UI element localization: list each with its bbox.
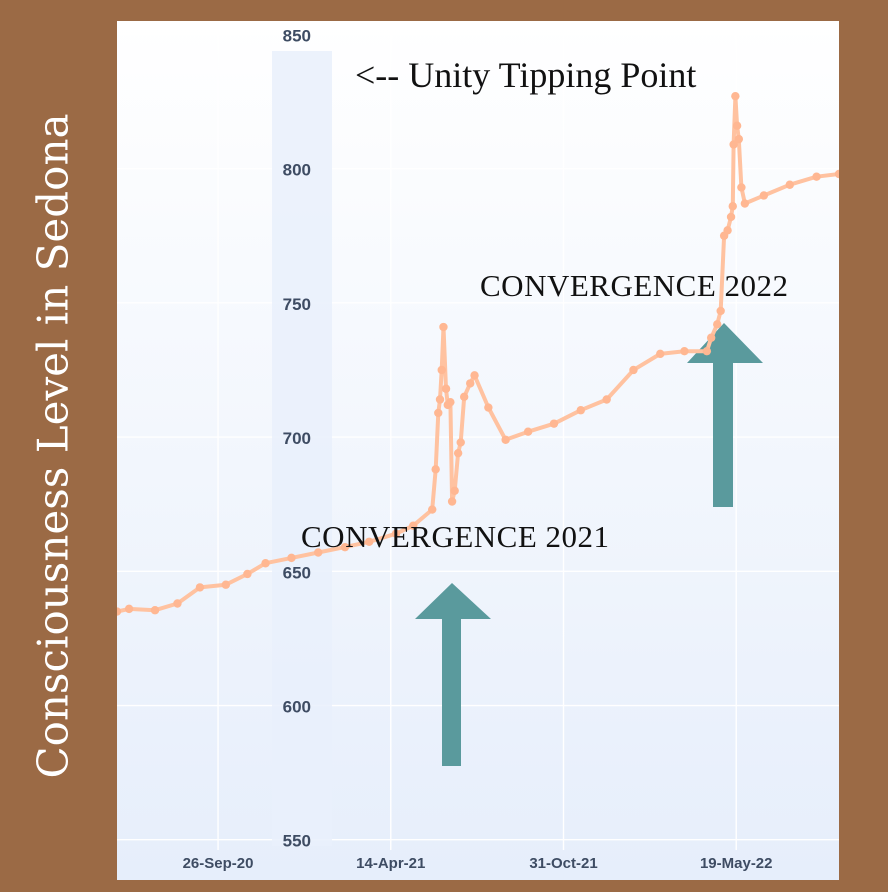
data-point xyxy=(759,191,769,200)
y-tick-label: 550 xyxy=(283,832,311,851)
data-point xyxy=(173,599,182,608)
data-point xyxy=(434,408,443,418)
arrows xyxy=(415,323,763,766)
data-point xyxy=(447,497,457,506)
data-point xyxy=(446,397,455,407)
data-point xyxy=(740,199,750,208)
data-point xyxy=(706,333,716,342)
y-tick-label: 750 xyxy=(283,295,311,314)
data-point xyxy=(428,505,437,514)
data-point xyxy=(287,553,296,563)
up-arrow-icon xyxy=(415,583,491,766)
data-point xyxy=(656,349,665,359)
grid-lines xyxy=(117,21,839,850)
data-point xyxy=(117,607,122,616)
data-point xyxy=(576,406,585,415)
x-tick-label: 14-Apr-21 xyxy=(356,855,425,872)
data-point xyxy=(470,371,479,380)
data-point xyxy=(466,379,475,388)
data-point xyxy=(723,226,732,235)
x-tick-label: 19-May-22 xyxy=(700,855,773,872)
data-point xyxy=(450,486,459,495)
convergence-2022-annotation: CONVERGENCE 2022 xyxy=(480,268,789,303)
data-point xyxy=(732,121,742,130)
convergence-2021-annotation: CONVERGENCE 2021 xyxy=(301,519,610,554)
data-point xyxy=(716,306,725,316)
data-point xyxy=(728,202,737,211)
y-tick-label: 800 xyxy=(283,161,311,180)
consciousness-series xyxy=(117,91,839,616)
data-point xyxy=(243,569,252,579)
data-point xyxy=(785,180,794,189)
x-tick-label: 31-Oct-21 xyxy=(529,855,597,872)
data-point xyxy=(459,392,469,402)
y-axis-band xyxy=(272,51,332,846)
data-point xyxy=(713,320,722,329)
data-point xyxy=(409,521,418,530)
data-point xyxy=(549,419,559,428)
data-point xyxy=(812,172,821,181)
data-point xyxy=(340,542,350,552)
y-axis-title: Consciousness Level in Sedona xyxy=(28,113,78,779)
data-point xyxy=(734,134,744,144)
data-point xyxy=(453,448,463,458)
data-point xyxy=(124,604,134,614)
data-point xyxy=(437,365,446,375)
data-point xyxy=(441,384,451,393)
data-point xyxy=(431,465,440,474)
data-point xyxy=(456,438,465,447)
chart-panel: 550 600 650 700 750 800 850 26-Sep-20 14-Apr-21… xyxy=(117,21,839,880)
data-point xyxy=(602,395,611,404)
data-point xyxy=(523,427,533,436)
y-tick-label: 600 xyxy=(283,698,311,717)
data-point xyxy=(261,559,270,568)
data-point xyxy=(195,583,205,592)
y-tick-label: 650 xyxy=(283,563,311,582)
x-tick-label: 26-Sep-20 xyxy=(183,855,254,872)
data-point xyxy=(484,403,493,412)
data-point xyxy=(364,537,374,546)
data-point xyxy=(150,606,160,615)
y-tick-label: 700 xyxy=(283,429,311,448)
data-point xyxy=(731,91,740,101)
data-point xyxy=(726,212,736,222)
data-point xyxy=(391,529,401,538)
data-point xyxy=(834,169,839,179)
y-tick-labels: 550 600 650 700 750 800 850 xyxy=(283,26,311,850)
y-tick-label: 850 xyxy=(283,26,311,45)
x-tick-labels: 26-Sep-20 14-Apr-21 31-Oct-21 19-May-22 xyxy=(183,855,773,872)
tipping-point-annotation: <-- Unity Tipping Point xyxy=(355,55,697,95)
up-arrow-icon xyxy=(687,323,763,507)
data-point xyxy=(314,548,323,557)
data-point xyxy=(702,346,712,356)
data-point xyxy=(737,183,746,192)
data-point xyxy=(629,365,638,375)
data-point xyxy=(435,395,445,404)
data-point xyxy=(439,322,448,332)
data-point xyxy=(221,580,231,589)
data-point xyxy=(729,140,738,149)
data-point xyxy=(501,435,510,444)
data-point xyxy=(680,346,689,356)
